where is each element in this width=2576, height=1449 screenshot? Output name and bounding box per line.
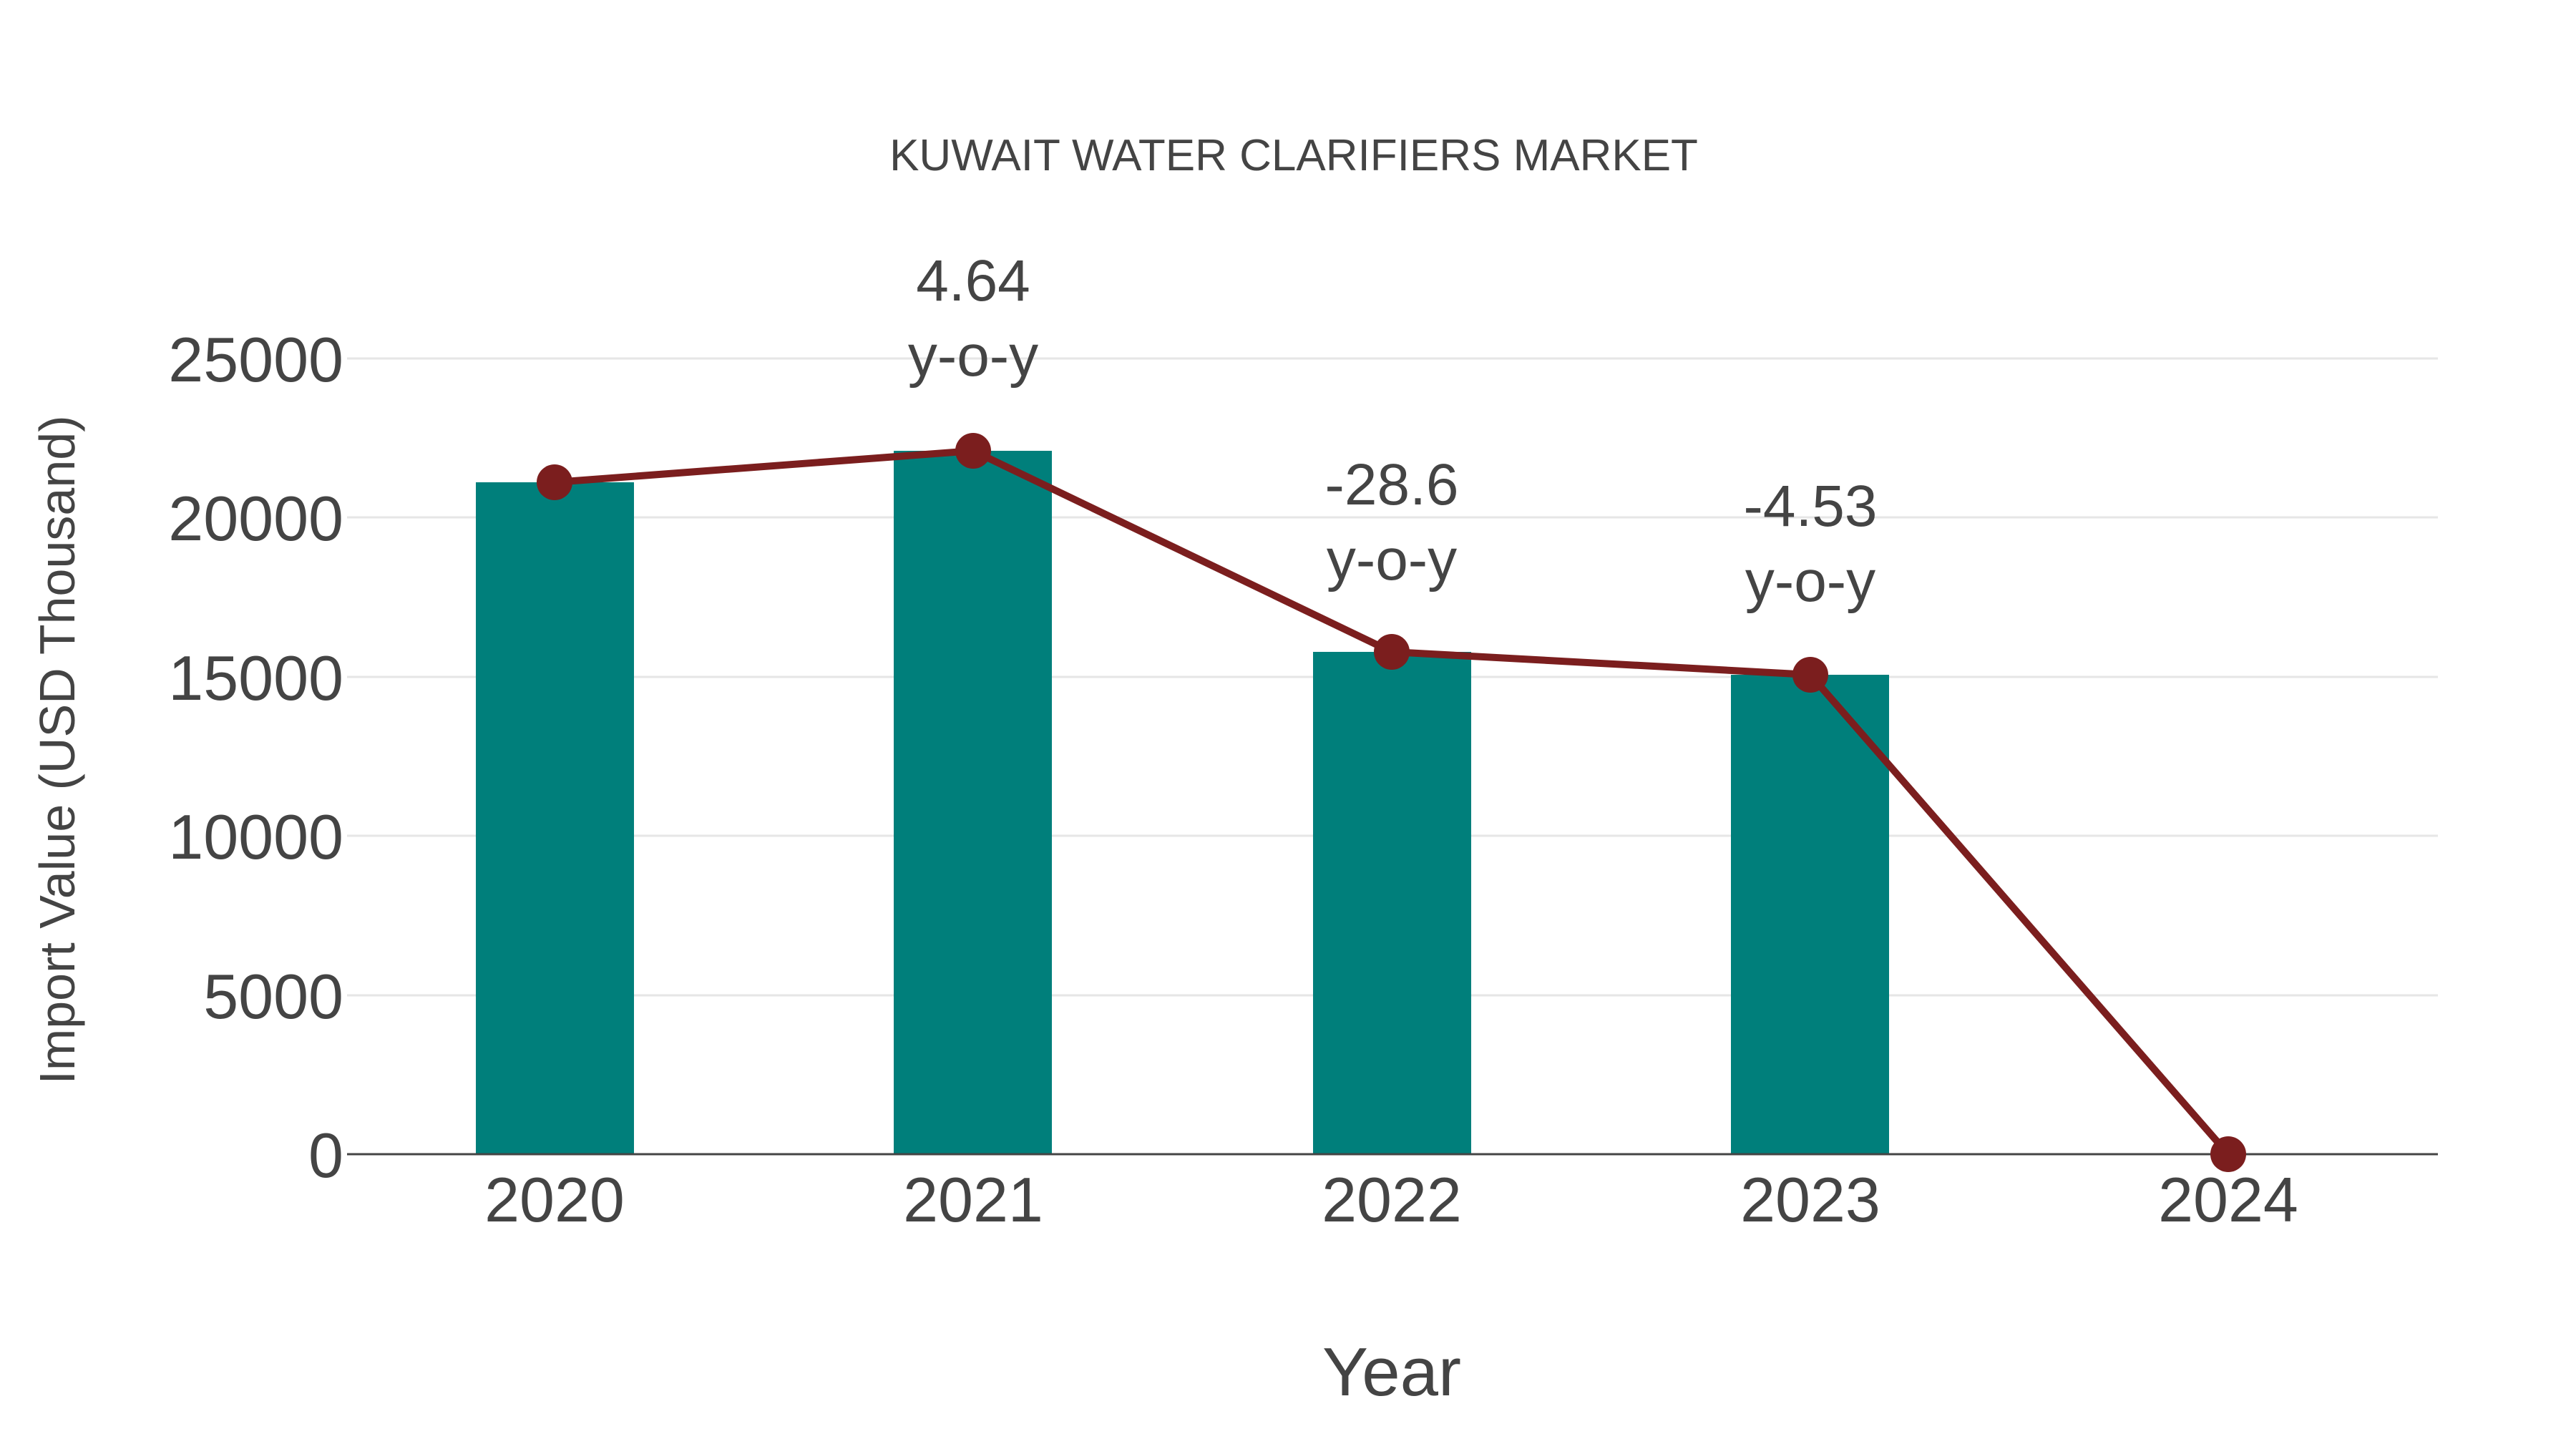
bar-2020[interactable] — [476, 482, 634, 1154]
y-tick-labels: 0 5000 10000 15000 20000 25000 — [168, 324, 343, 1191]
yoy-suffix-2021: y-o-y — [908, 323, 1038, 389]
line-series — [537, 433, 2246, 1172]
yoy-suffix-2022: y-o-y — [1327, 527, 1457, 592]
marker-2020[interactable] — [537, 464, 572, 500]
y-tick: 25000 — [168, 324, 343, 395]
x-tick: 2024 — [2158, 1164, 2298, 1235]
x-tick: 2020 — [484, 1164, 625, 1235]
y-tick: 10000 — [168, 801, 343, 872]
bar-2023[interactable] — [1731, 675, 1889, 1154]
yoy-value-2021: 4.64 — [916, 248, 1030, 313]
x-tick: 2022 — [1322, 1164, 1462, 1235]
x-tick: 2023 — [1740, 1164, 1880, 1235]
bar-series — [476, 451, 1889, 1154]
x-tick-labels: 2020 2021 2022 2023 2024 — [484, 1164, 2298, 1235]
marker-2023[interactable] — [1792, 657, 1828, 693]
marker-2022[interactable] — [1374, 634, 1410, 670]
yoy-suffix-2023: y-o-y — [1745, 549, 1875, 614]
y-tick: 0 — [308, 1120, 343, 1191]
yoy-annotations: 4.64 y-o-y -28.6 y-o-y -4.53 y-o-y — [908, 248, 1878, 614]
yoy-value-2023: -4.53 — [1744, 474, 1878, 539]
y-tick: 15000 — [168, 643, 343, 713]
chart-title: KUWAIT WATER CLARIFIERS MARKET — [889, 131, 1698, 180]
bar-2021[interactable] — [894, 451, 1052, 1154]
yoy-value-2022: -28.6 — [1325, 452, 1459, 517]
x-tick: 2021 — [903, 1164, 1043, 1235]
bar-2022[interactable] — [1313, 652, 1471, 1154]
y-tick: 20000 — [168, 483, 343, 554]
marker-2024[interactable] — [2210, 1136, 2246, 1172]
y-axis-title: Import Value (USD Thousand) — [29, 415, 85, 1084]
x-axis-title: Year — [1322, 1334, 1461, 1410]
marker-2021[interactable] — [955, 433, 991, 469]
y-tick: 5000 — [203, 961, 343, 1032]
